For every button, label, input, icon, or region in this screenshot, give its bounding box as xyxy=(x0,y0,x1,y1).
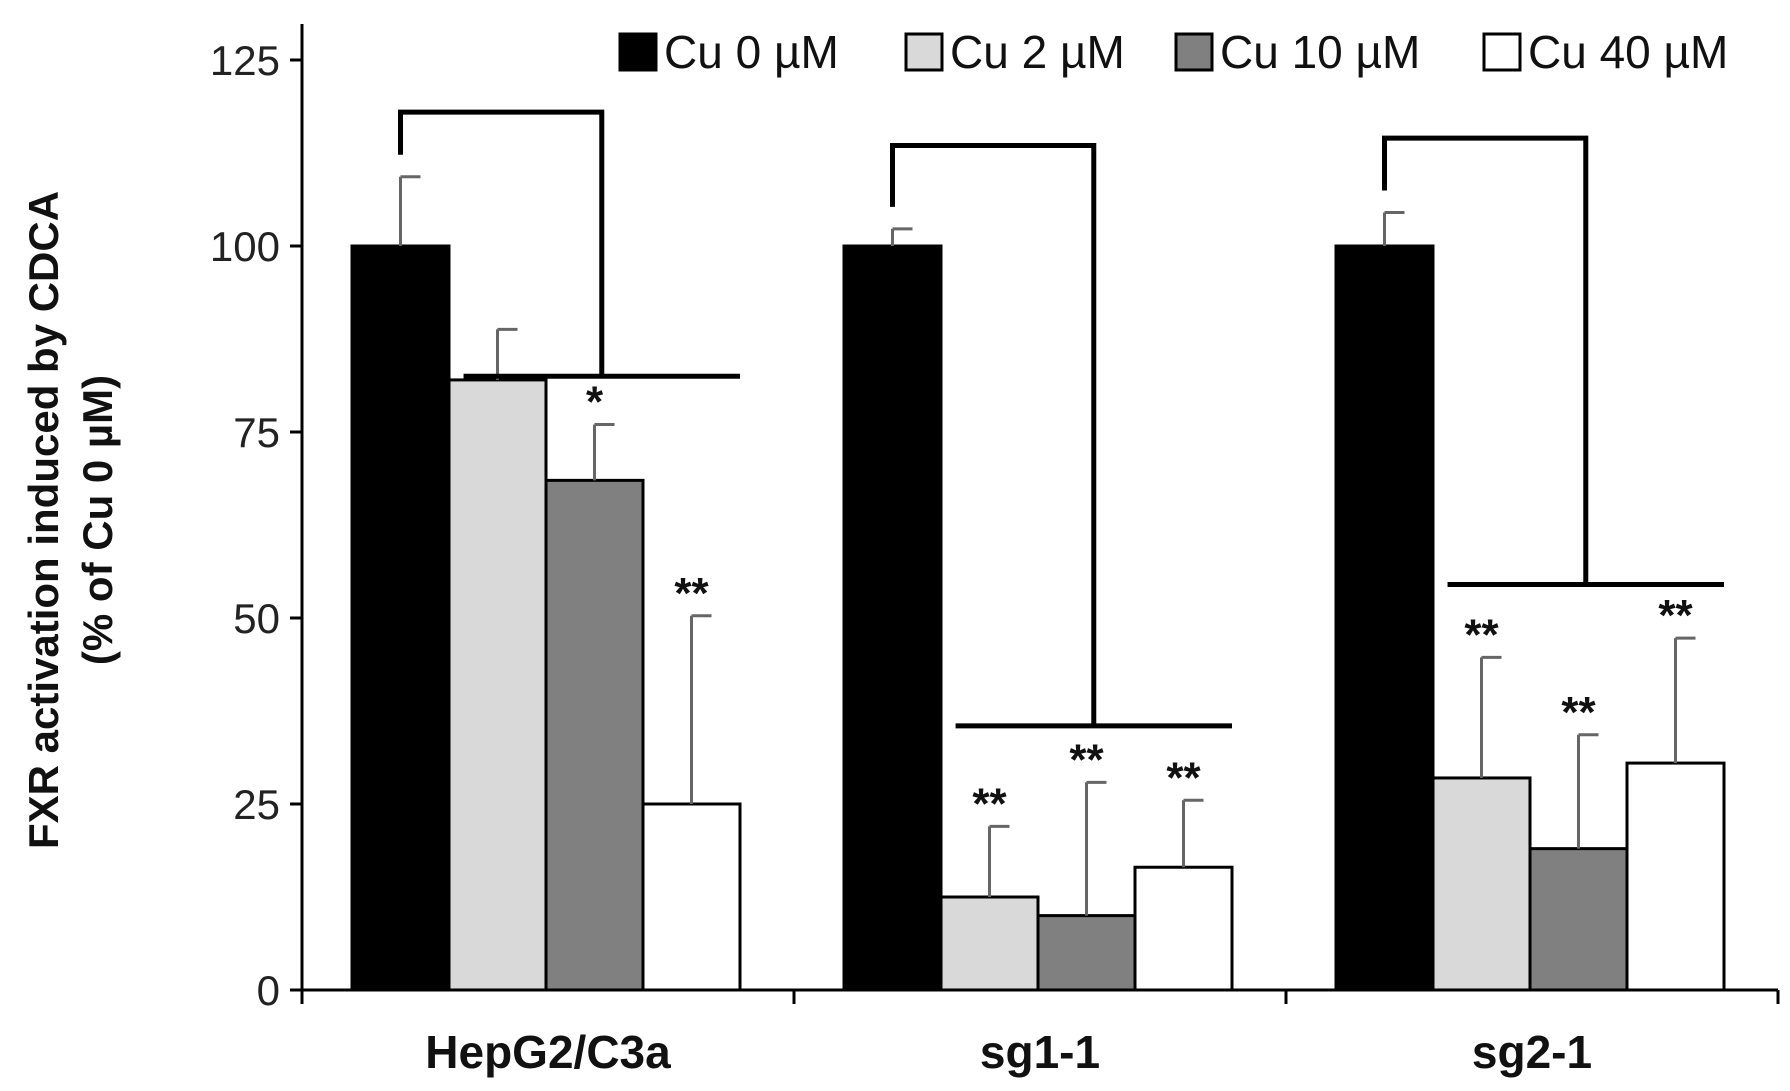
legend-label: Cu 10 µM xyxy=(1220,26,1420,78)
bar xyxy=(350,244,451,992)
bar xyxy=(1036,914,1137,992)
significance-bracket xyxy=(1382,135,1589,585)
significance-brackets-layer xyxy=(398,109,1724,729)
significance-bracket xyxy=(398,109,605,377)
bars-layer xyxy=(350,244,1726,992)
y-tick-label: 50 xyxy=(233,595,280,642)
y-tick-label: 100 xyxy=(210,223,280,270)
significance-bracket xyxy=(890,143,1097,726)
bar xyxy=(939,895,1040,992)
bar xyxy=(1334,244,1435,992)
bar xyxy=(842,244,943,992)
bar xyxy=(447,378,548,992)
x-category-label: HepG2/C3a xyxy=(425,1026,671,1078)
bar xyxy=(1625,761,1726,992)
labels-layer: *************** xyxy=(586,378,1694,829)
significance-label: ** xyxy=(1166,753,1201,802)
significance-label: ** xyxy=(972,779,1007,828)
bar xyxy=(1528,847,1629,992)
significance-label: ** xyxy=(1464,610,1499,659)
significance-label: ** xyxy=(674,569,709,618)
legend: Cu 0 µM Cu 2 µM Cu 10 µM Cu 40 µM xyxy=(618,26,1728,78)
significance-label: ** xyxy=(1069,735,1104,784)
significance-label: ** xyxy=(1561,688,1596,737)
significance-label: ** xyxy=(1658,591,1693,640)
bar xyxy=(544,478,645,992)
bar xyxy=(1431,776,1532,992)
error-bars-layer xyxy=(399,175,1696,916)
legend-label: Cu 2 µM xyxy=(950,26,1125,78)
y-tick-label: 125 xyxy=(210,37,280,84)
y-tick-label: 25 xyxy=(233,781,280,828)
legend-label: Cu 40 µM xyxy=(1528,26,1728,78)
legend-swatch xyxy=(618,32,658,72)
legend-label: Cu 0 µM xyxy=(664,26,839,78)
legend-swatch xyxy=(904,32,944,72)
bar xyxy=(641,802,742,992)
y-axis-title-group: FXR activation induced by CDCA (% of Cu … xyxy=(20,191,121,849)
x-category-label: sg2-1 xyxy=(1472,1026,1592,1078)
y-tick-label: 75 xyxy=(233,409,280,456)
legend-swatch xyxy=(1174,32,1214,72)
x-category-label: sg1-1 xyxy=(980,1026,1100,1078)
significance-label: * xyxy=(586,378,604,427)
bar xyxy=(1133,865,1234,992)
y-tick-label: 0 xyxy=(257,967,280,1014)
y-axis-title: FXR activation induced by CDCA xyxy=(20,191,67,849)
y-axis-title-unit: (% of Cu 0 µM) xyxy=(74,375,121,665)
legend-swatch xyxy=(1482,32,1522,72)
